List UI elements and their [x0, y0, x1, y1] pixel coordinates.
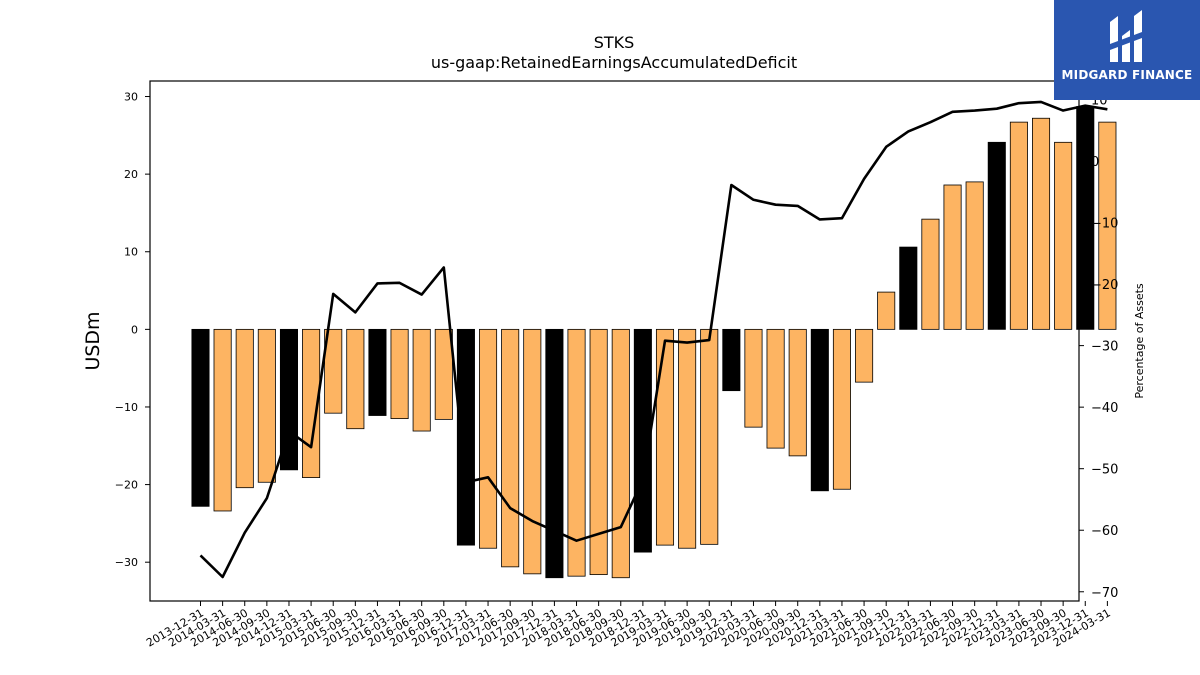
bar-2014-09-30 — [257, 328, 276, 483]
bar-2020-03-31 — [744, 328, 763, 428]
bar-2014-03-31 — [213, 328, 232, 512]
bar-2021-03-31 — [832, 328, 851, 490]
y2-tick-label: −10 — [1091, 217, 1118, 232]
y2-tick-label: −40 — [1091, 401, 1118, 416]
bar-2020-12-31 — [810, 328, 829, 492]
y2-tick-label: −20 — [1091, 278, 1118, 293]
y-tick-label: 0 — [131, 323, 138, 336]
y-tick-label: 20 — [124, 168, 138, 181]
bar-2016-06-30 — [412, 328, 431, 432]
bar-2016-09-30 — [434, 328, 453, 420]
bar-2015-12-31 — [368, 328, 387, 416]
bar-2024-03-31 — [1098, 121, 1117, 330]
bar-2023-03-31 — [1009, 121, 1028, 330]
bar-2017-06-30 — [501, 328, 520, 568]
line-series — [199, 100, 1108, 579]
brand-logo: MIDGARD FINANCE — [1054, 0, 1200, 100]
bar-2019-09-30 — [700, 328, 719, 545]
y2-tick-label: −70 — [1091, 586, 1118, 601]
y-tick-label: −20 — [115, 479, 138, 492]
percentage-line — [199, 100, 1108, 579]
y2-axis-label: Percentage of Assets — [1133, 283, 1146, 399]
chart-title: STKS — [594, 33, 635, 52]
bar-2015-09-30 — [346, 328, 365, 430]
chart-subtitle: us-gaap:RetainedEarningsAccumulatedDefic… — [431, 53, 797, 72]
bar-2015-03-31 — [302, 328, 321, 478]
y2-tick-label: −60 — [1091, 524, 1118, 539]
bar-2022-03-31 — [921, 218, 940, 330]
y-axis-left: −30 −20 −10 0 10 20 30 — [115, 91, 150, 569]
bar-2018-09-30 — [611, 328, 630, 579]
bar-2017-09-30 — [523, 328, 542, 575]
bar-2020-09-30 — [788, 328, 807, 457]
bar-2022-09-30 — [965, 181, 984, 330]
bar-2018-06-30 — [589, 328, 608, 576]
bar-2023-09-30 — [1054, 141, 1073, 330]
logo-text: MIDGARD FINANCE — [1061, 68, 1193, 82]
y-axis-label: USDm — [82, 311, 104, 370]
x-axis: 2013-12-312014-03-312014-06-302014-09-30… — [144, 601, 1113, 650]
bar-2023-06-30 — [1032, 117, 1051, 330]
y2-tick-label: −30 — [1091, 340, 1118, 355]
bar-2021-12-31 — [899, 246, 918, 330]
plot-frame — [149, 80, 1080, 602]
bar-2019-06-30 — [678, 328, 697, 549]
y2-tick-label: −50 — [1091, 463, 1118, 478]
bar-2015-06-30 — [324, 328, 343, 414]
bar-2019-12-31 — [722, 328, 741, 392]
bar-2013-12-31 — [191, 328, 210, 507]
y-tick-label: 10 — [124, 246, 138, 259]
y-tick-label: 30 — [124, 91, 138, 104]
bar-2021-09-30 — [877, 291, 896, 330]
bar-2017-03-31 — [479, 328, 498, 549]
bar-2016-03-31 — [390, 328, 409, 420]
bar-2022-12-31 — [987, 141, 1006, 330]
bar-2022-06-30 — [943, 184, 962, 330]
bar-series — [191, 106, 1117, 579]
bar-2018-03-31 — [567, 328, 586, 577]
bar-2016-12-31 — [456, 328, 475, 546]
bar-2017-12-31 — [545, 328, 564, 579]
midgard-logo-icon — [1110, 10, 1142, 62]
y2-tick-label: 0 — [1091, 155, 1099, 170]
bar-2021-06-30 — [855, 328, 874, 383]
bar-2019-03-31 — [655, 328, 675, 546]
y-tick-label: −30 — [115, 556, 138, 569]
y-tick-label: −10 — [115, 401, 138, 414]
bar-2018-12-31 — [633, 328, 652, 553]
bar-2020-06-30 — [766, 328, 785, 449]
bar-2014-06-30 — [235, 328, 254, 489]
